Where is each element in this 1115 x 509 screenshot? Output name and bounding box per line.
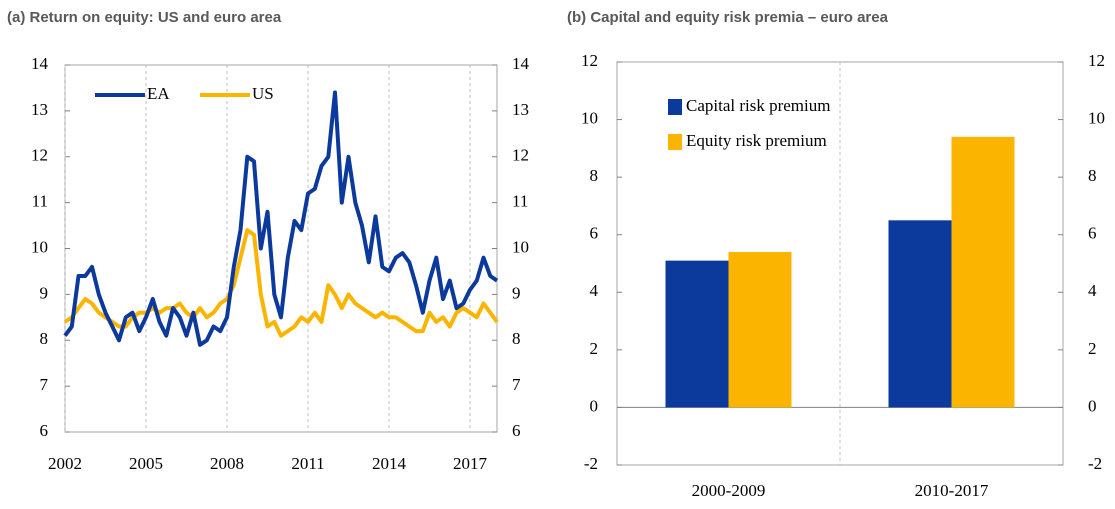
bar bbox=[728, 251, 792, 408]
y2-tick-label: 12 bbox=[1088, 51, 1105, 70]
y-tick-label: 12 bbox=[31, 146, 48, 165]
chart-title: (a) Return on equity: US and euro area bbox=[7, 9, 282, 26]
y-tick-label: 10 bbox=[31, 237, 48, 256]
y-tick-label: 12 bbox=[581, 51, 598, 70]
y-tick-label: 13 bbox=[31, 100, 48, 119]
legend-label: EA bbox=[147, 84, 170, 103]
y2-tick-label: 4 bbox=[1088, 281, 1097, 300]
y-tick-label: -2 bbox=[584, 454, 598, 473]
y2-tick-label: 10 bbox=[512, 237, 529, 256]
y-tick-label: 11 bbox=[32, 192, 48, 211]
y2-tick-label: 8 bbox=[1088, 166, 1097, 185]
x-tick-label: 2011 bbox=[291, 454, 324, 473]
y2-tick-label: 10 bbox=[1088, 108, 1105, 127]
y2-tick-label: -2 bbox=[1088, 454, 1102, 473]
x-tick-label: 2008 bbox=[210, 454, 244, 473]
line-series bbox=[63, 228, 499, 338]
plot-frame bbox=[64, 64, 498, 433]
y-tick-label: 6 bbox=[40, 421, 49, 440]
legend-label: US bbox=[252, 84, 274, 103]
y-tick-label: 0 bbox=[590, 396, 599, 415]
y-tick-label: 6 bbox=[590, 224, 599, 243]
y2-tick-label: 11 bbox=[512, 192, 528, 211]
bar bbox=[888, 220, 952, 408]
y-tick-label: 4 bbox=[590, 281, 599, 300]
y-tick-label: 7 bbox=[40, 375, 49, 394]
y2-tick-label: 13 bbox=[512, 100, 529, 119]
y2-tick-label: 2 bbox=[1088, 339, 1097, 358]
x-tick-label: 2010-2017 bbox=[915, 481, 989, 500]
x-tick-label: 2002 bbox=[48, 454, 82, 473]
x-tick-label: 2014 bbox=[372, 454, 407, 473]
y2-tick-label: 7 bbox=[512, 375, 521, 394]
y2-tick-label: 8 bbox=[512, 329, 521, 348]
y-tick-label: 9 bbox=[40, 283, 49, 302]
y2-tick-label: 6 bbox=[1088, 224, 1097, 243]
y-tick-label: 10 bbox=[581, 108, 598, 127]
y-tick-label: 14 bbox=[31, 54, 49, 73]
bar bbox=[951, 136, 1015, 408]
y2-tick-label: 6 bbox=[512, 421, 521, 440]
y-tick-label: 8 bbox=[590, 166, 599, 185]
legend-label: Capital risk premium bbox=[686, 96, 830, 115]
bar bbox=[665, 260, 729, 408]
y2-tick-label: 12 bbox=[512, 146, 529, 165]
chart-title: (b) Capital and equity risk premia – eur… bbox=[567, 9, 889, 26]
x-tick-label: 2017 bbox=[453, 454, 488, 473]
x-tick-label: 2005 bbox=[129, 454, 163, 473]
y2-tick-label: 0 bbox=[1088, 396, 1097, 415]
legend-swatch bbox=[668, 134, 682, 150]
y-tick-label: 8 bbox=[40, 329, 49, 348]
x-tick-label: 2000-2009 bbox=[692, 481, 766, 500]
y2-tick-label: 9 bbox=[512, 283, 521, 302]
y2-tick-label: 14 bbox=[512, 54, 530, 73]
y-tick-label: 2 bbox=[590, 339, 599, 358]
line-series bbox=[63, 90, 499, 347]
legend-label: Equity risk premium bbox=[686, 131, 827, 150]
legend-swatch bbox=[668, 99, 682, 115]
